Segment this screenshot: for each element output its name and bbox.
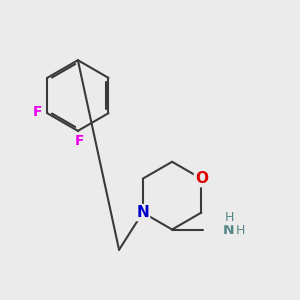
Text: F: F xyxy=(75,134,84,148)
Text: H: H xyxy=(236,224,245,238)
Text: F: F xyxy=(33,105,43,119)
Text: N: N xyxy=(223,223,235,236)
Text: N: N xyxy=(136,205,149,220)
Text: O: O xyxy=(195,171,208,186)
Text: H: H xyxy=(224,211,234,224)
